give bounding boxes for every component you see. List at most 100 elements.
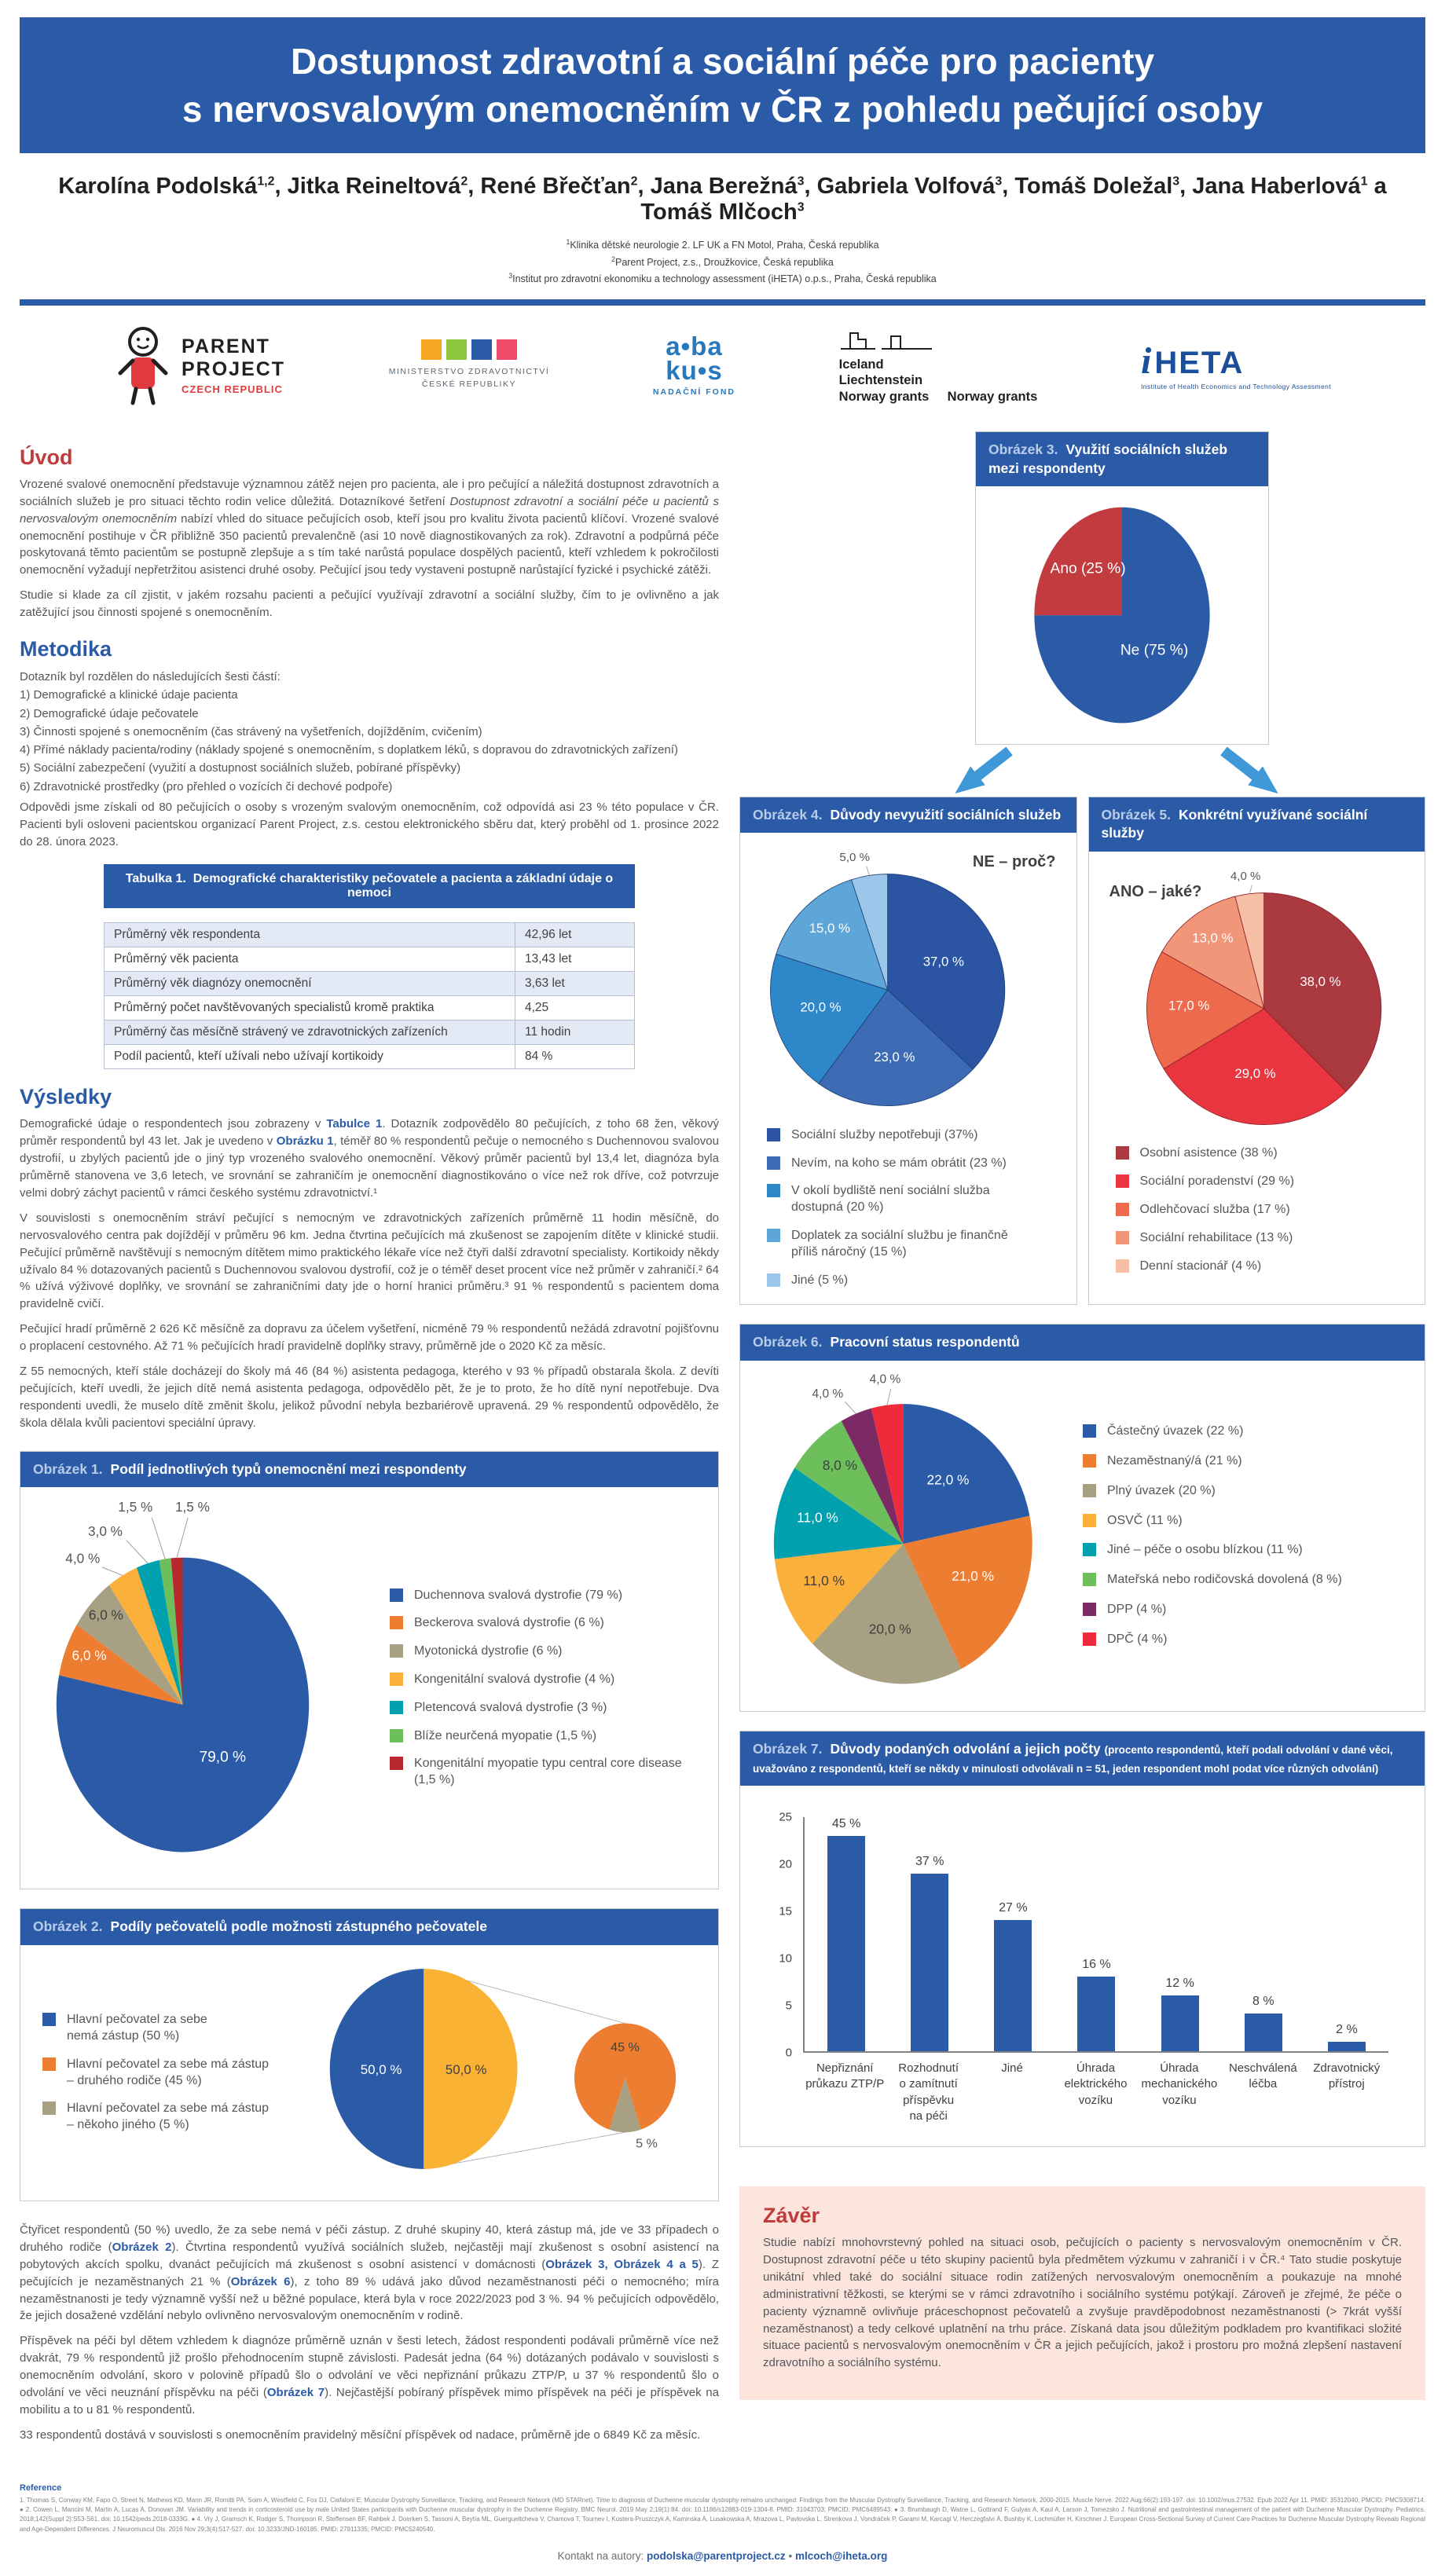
figure2-legend: Hlavní pečovatel za sebe nemá zástup (50… <box>42 2012 302 2134</box>
email-link-podolska[interactable]: podolska@parentproject.cz <box>646 2550 786 2563</box>
author-affiliation-sup: 3 <box>995 174 1003 189</box>
affiliation-line: 1Klinika dětské neurologie 2. LF UK a FN… <box>566 238 879 251</box>
pie-slice <box>1163 1008 1347 1125</box>
legend-item: Blíže neurčená myopatie (1,5 %) <box>390 1728 702 1745</box>
pie-slice-label: 20,0 % <box>800 1000 841 1015</box>
pie-slice <box>903 1404 1030 1545</box>
legend-label: DPP (4 %) <box>1107 1603 1167 1616</box>
pie-slice <box>794 1420 904 1545</box>
legend-item: DPP (4 %) <box>1083 1602 1342 1618</box>
pie-slice <box>776 879 889 991</box>
parent-project-sub: CZECH REPUBLIC <box>182 383 283 395</box>
legend-swatch-icon <box>42 2057 56 2071</box>
svg-text:50,0 %: 50,0 % <box>361 2062 402 2077</box>
y-axis-tick: 10 <box>779 1951 792 1966</box>
bar-column: 45 % <box>805 1817 888 2052</box>
table-cell-value: 11 hodin <box>515 1020 635 1046</box>
author-name: René Břečťan <box>480 174 631 200</box>
figure2-title: Obrázek 2. Podíly pečovatelů podle možnos… <box>20 1909 718 1946</box>
pie-slice-label: 6,0 % <box>72 1647 107 1663</box>
footer: Kontakt na autory: podolska@parentprojec… <box>20 2550 1425 2562</box>
figure1-title: Obrázek 1. Podíl jednotlivých typů onemoc… <box>20 1451 718 1488</box>
figure1-legend: Duchennova svalová dystrofie (79 %) Becke… <box>390 1588 702 1789</box>
author-separator: , <box>1179 174 1193 200</box>
x-axis-category: Jiné <box>1001 2061 1023 2076</box>
logo-row: PARENT PROJECT CZECH REPUBLIC MINISTERSTV… <box>20 306 1425 414</box>
figure5-legend: Osobní asistence (38 %) Sociální poradens… <box>1115 1145 1410 1274</box>
eea-text-line: Iceland <box>838 357 884 372</box>
legend-label: Pletencová svalová dystrofie (3 %) <box>414 1700 607 1714</box>
figure4-panel: Obrázek 4. Důvody nevyužití sociálních sl… <box>739 796 1077 1306</box>
bar-column: 37 % <box>888 1817 971 2052</box>
legend-label: OSVČ (11 %) <box>1107 1513 1183 1527</box>
table-cell-value: 13,43 let <box>515 947 635 973</box>
y-axis: 0 5 10 15 20 25 <box>767 1811 797 2060</box>
arrow-down-right-icon <box>1215 739 1288 805</box>
bar-plot-area: 45 % 37 % 27 % 16 % 12 % 8 % 2 % <box>803 1817 1388 2054</box>
ministry-caption: MINISTERSTVO ZDRAVOTNICTVÍ ČESKÉ REPUBLIK… <box>388 367 550 389</box>
author-affiliation-sup: 1,2 <box>257 174 275 189</box>
figure1-pie-chart: 79,0 % 6,0 % 6,0 % 4,0 % 3,0 % 1,5 % 1,5 % <box>36 1498 382 1878</box>
x-axis-category: Zdravotnický přístroj <box>1313 2061 1381 2091</box>
metodika-item: 4) Přímé náklady pacienta/rodiny (náklad… <box>20 743 678 757</box>
legend-swatch-icon <box>1083 1454 1096 1468</box>
ministry-tile <box>446 339 467 361</box>
pie-slice <box>773 1468 904 1559</box>
pie-slice-label: 23,0 % <box>874 1050 915 1065</box>
legend-swatch-icon <box>767 1156 780 1170</box>
author-name: Jitka Reineltová <box>287 174 461 200</box>
pie-fig3-svg: Ne (75 %) Ano (25 %) <box>1034 507 1210 724</box>
table-cell-value: 3,63 let <box>515 971 635 997</box>
legend-swatch-icon <box>1115 1202 1129 1216</box>
legend-label: Osobní asistence (38 %) <box>1139 1146 1278 1160</box>
legend-label: Sociální služby nepotřebuji (37%) <box>791 1127 978 1141</box>
pie-fig1-svg: 79,0 % 6,0 % 6,0 % 4,0 % 3,0 % 1,5 % 1,5 % <box>56 1499 310 1852</box>
iheta-logo: iHETA Institute of Health Economics and … <box>1141 339 1331 390</box>
legend-item: Jiné (5 %) <box>767 1273 1061 1289</box>
pie-slice-label: 13,0 % <box>1192 931 1233 946</box>
bar-column: 16 % <box>1054 1817 1138 2052</box>
iheta-sub: Institute of Health Economics and Techno… <box>1140 383 1331 391</box>
vysledky-paragraph: Z 55 nemocných, kteří stále docházejí do… <box>20 1365 719 1430</box>
abakus-wordmark: a•ba ku•s <box>666 331 723 385</box>
legend-swatch-icon <box>1115 1259 1129 1273</box>
pie-slice-label: 21,0 % <box>952 1568 994 1584</box>
legend-item: Jiné – péče o osobu blízkou (11 %) <box>1083 1542 1342 1559</box>
legend-item: Kongenitální svalová dystrofie (4 %) <box>390 1672 702 1688</box>
table-row: Průměrný věk respondenta 42,96 let <box>104 922 635 948</box>
zaver-text: Studie nabízí mnohovrstevný pohled na si… <box>763 2236 1402 2370</box>
eea-text-line: Liechtenstein <box>838 373 923 388</box>
legend-label: Hlavní pečovatel za sebe nemá zástup (50… <box>67 2013 207 2043</box>
pie-slice-label: 1,5 % <box>118 1499 152 1515</box>
bar-value-label: 45 % <box>831 1817 861 1831</box>
eea-buildings-icon <box>840 332 932 350</box>
left-column: Úvod Vrozené svalové onemocnění představ… <box>20 430 719 2452</box>
label-leader-line <box>886 1388 892 1405</box>
pie-slice <box>841 1408 904 1545</box>
vysledky-paragraphs-2: Čtyřicet respondentů (50 %) uvedlo, že z… <box>20 2222 719 2444</box>
pie-slice-label: 4,0 % <box>1230 870 1261 883</box>
legend-label: Nevím, na koho se mám obrátit (23 %) <box>791 1156 1007 1170</box>
legend-label: DPČ (4 %) <box>1107 1632 1168 1646</box>
email-link-mlcoch[interactable]: mlcoch@iheta.org <box>794 2550 888 2563</box>
legend-item: Nevím, na koho se mám obrátit (23 %) <box>767 1156 1061 1172</box>
legend-label: Nezaměstnaný/á (21 %) <box>1107 1454 1242 1468</box>
author-separator: , <box>637 174 651 200</box>
legend-item: Beckerova svalová dystrofie (6 %) <box>390 1615 702 1632</box>
pie-slice <box>903 1515 1032 1669</box>
table-row: Průměrný věk diagnózy onemocnění 3,63 let <box>104 971 635 997</box>
metodika-item: 3) Činnosti spojené s onemocněním (čas s… <box>20 724 482 738</box>
legend-label: Mateřská nebo rodičovská dovolená (8 %) <box>1107 1573 1342 1587</box>
parent-project-logo: PARENT PROJECT CZECH REPUBLIC <box>114 324 285 406</box>
ministry-tiles-icon <box>389 339 549 361</box>
pie-slice <box>812 1544 962 1684</box>
table-row: Podíl pacientů, kteří užívali nebo užíva… <box>104 1044 635 1070</box>
vysledky-paragraph: Příspěvek na péči byl dětem vzhledem k d… <box>20 2334 719 2417</box>
bar <box>827 1836 866 2052</box>
pie-fig6-svg: 22,0 % 21,0 % 20,0 % 11,0 % 11,0 % 8,0 % 4,0 %… <box>773 1373 1032 1684</box>
figure4-title: Obrázek 4. Důvody nevyužití sociálních sl… <box>740 797 1076 834</box>
arrow-down-left-icon <box>946 739 1019 805</box>
bar-value-label: 37 % <box>915 1854 944 1868</box>
legend-swatch-icon <box>390 1728 403 1742</box>
